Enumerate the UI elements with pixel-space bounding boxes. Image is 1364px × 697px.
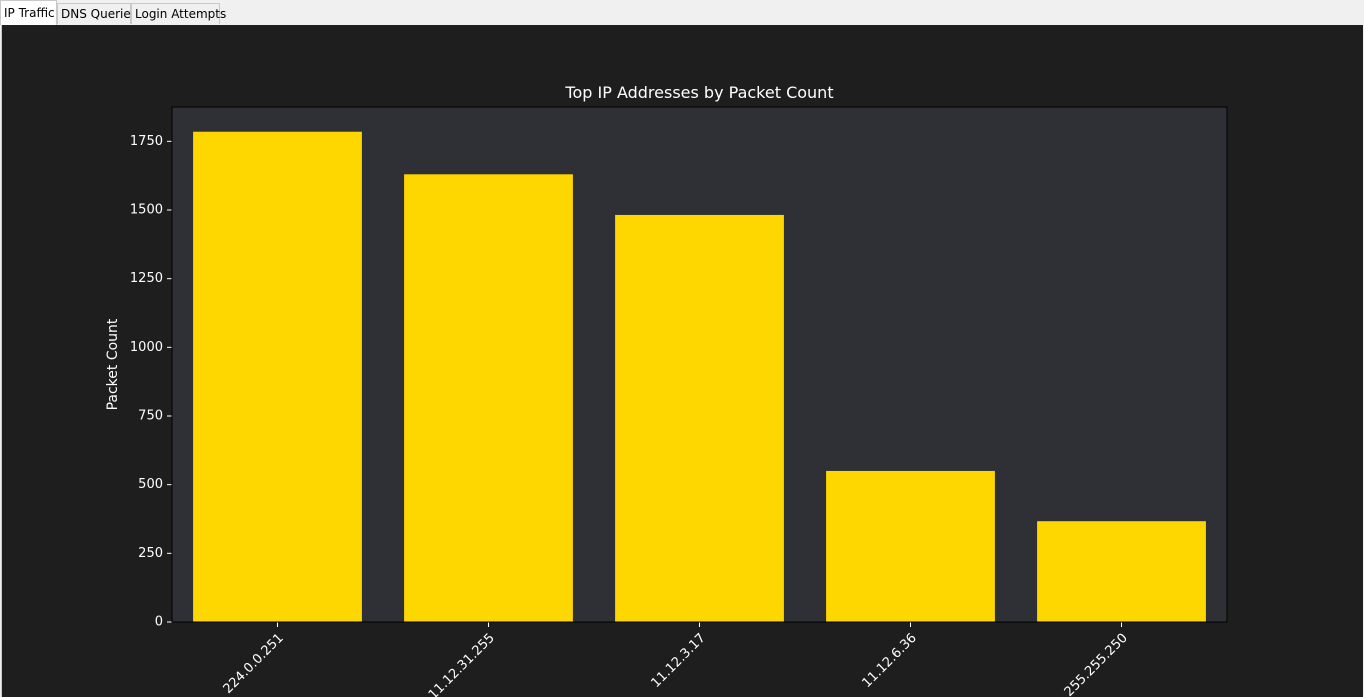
- bar-2: [404, 174, 573, 622]
- plot-frame: [171, 106, 1228, 623]
- y-axis-label: Packet Count: [105, 318, 121, 410]
- chart-title: Top IP Addresses by Packet Count: [564, 83, 833, 102]
- x-tick-label: 224.0.0.251: [221, 631, 287, 697]
- y-tick-label: 1500: [130, 203, 163, 218]
- x-tick-label: 11.12.31.255: [426, 631, 498, 697]
- y-tick-label: 750: [138, 409, 163, 424]
- y-tick-label: 1750: [130, 134, 163, 149]
- y-tick-label: 250: [138, 546, 163, 561]
- tab-bar: IP Traffic DNS Queries Login Attempts: [0, 0, 1364, 25]
- tab-ip-traffic[interactable]: IP Traffic: [0, 0, 57, 25]
- y-tick-label: 1000: [130, 340, 163, 355]
- x-tick-label: 11.12.3.17: [648, 631, 708, 691]
- y-tick-label: 1250: [130, 271, 163, 286]
- x-tick-label: 255.255.250: [1062, 631, 1131, 697]
- bar-1: [193, 131, 362, 622]
- y-tick-label: 500: [138, 477, 163, 492]
- bar-3: [615, 214, 784, 622]
- tab-dns-queries[interactable]: DNS Queries: [57, 3, 137, 24]
- tab-login-attempts[interactable]: Login Attempts: [131, 3, 226, 24]
- bar-5: [1037, 521, 1206, 622]
- x-tick-label: 11.12.6.36: [859, 631, 919, 691]
- bar-4: [826, 470, 995, 622]
- y-tick-label: 0: [155, 615, 163, 630]
